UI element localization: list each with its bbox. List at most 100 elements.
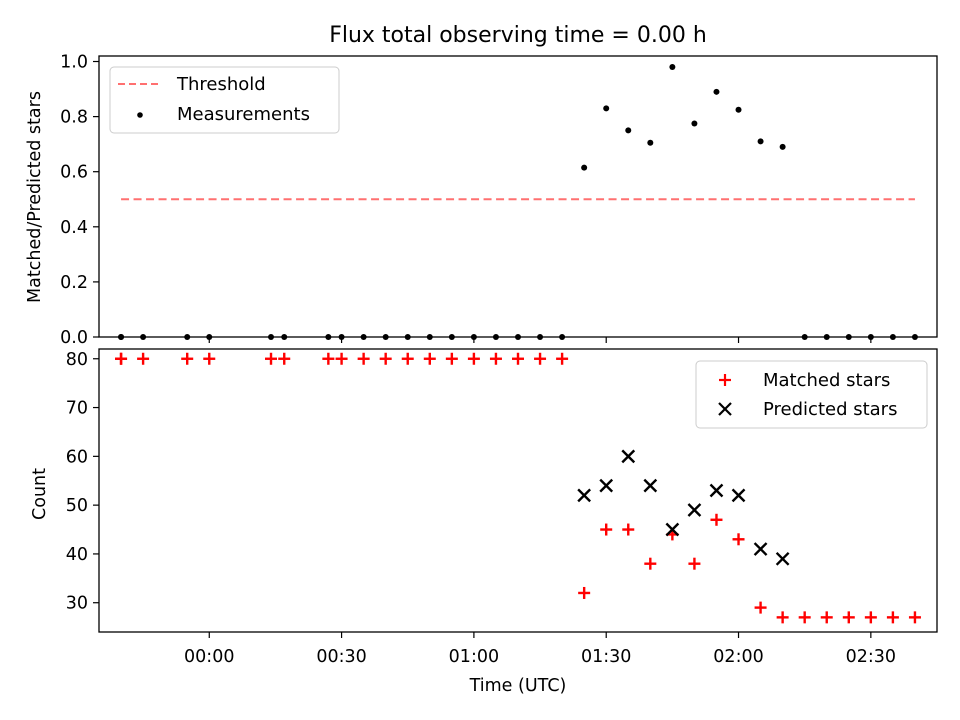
x-tick-label: 02:00 xyxy=(713,647,763,667)
matched-star-point xyxy=(115,352,128,365)
legend-measurements-label: Measurements xyxy=(177,104,310,125)
measurement-point xyxy=(823,334,830,340)
predicted-star-point xyxy=(731,488,746,503)
top-y-axis-ticks: 0.0 0.2 0.4 0.6 0.8 1.0 xyxy=(60,53,99,348)
measurement-point xyxy=(470,334,477,340)
measurement-point xyxy=(515,334,521,340)
matched-star-point xyxy=(335,352,348,365)
predicted-star-point xyxy=(753,542,768,556)
matched-star-point xyxy=(798,611,811,624)
measurement-point xyxy=(713,88,720,95)
measurement-point xyxy=(757,138,764,145)
matched-star-point xyxy=(445,352,458,365)
top-legend: Threshold Measurements xyxy=(109,66,340,134)
measurement-point xyxy=(647,139,654,146)
matched-star-point xyxy=(401,352,414,365)
bottom-y-axis-label: Count xyxy=(30,468,50,520)
matched-star-point xyxy=(622,523,635,536)
bottom-y-tick-label: 40 xyxy=(66,545,88,565)
matched-star-point xyxy=(379,352,392,365)
matched-star-point xyxy=(556,352,569,365)
measurement-point xyxy=(338,334,345,340)
top-y-tick-label: 1.0 xyxy=(60,53,88,73)
measurement-point xyxy=(691,120,698,127)
matched-star-point xyxy=(732,533,745,546)
matched-star-point xyxy=(181,352,194,365)
predicted-star-point xyxy=(577,488,592,503)
measurement-point xyxy=(867,334,874,340)
bottom-y-tick-label: 80 xyxy=(66,350,88,370)
measurement-point xyxy=(426,334,433,340)
measurement-point xyxy=(889,334,896,340)
measurement-point xyxy=(184,334,191,340)
bottom-x-axis-ticks: 00:00 00:30 01:00 01:30 02:00 02:30 xyxy=(184,632,896,667)
top-data-marks xyxy=(118,64,918,340)
matched-star-point xyxy=(467,352,480,365)
measurement-point xyxy=(404,334,411,340)
measurement-point xyxy=(537,334,544,340)
measurement-point xyxy=(268,334,275,340)
measurement-point xyxy=(559,334,566,340)
measurement-point xyxy=(625,127,632,134)
matched-star-point xyxy=(644,557,657,570)
predicted-star-point xyxy=(775,551,790,566)
x-axis-label: Time (UTC) xyxy=(469,676,567,696)
measurement-point xyxy=(801,334,808,340)
measurement-point xyxy=(779,143,786,150)
top-y-tick-label: 0.8 xyxy=(60,108,88,128)
bottom-y-tick-label: 60 xyxy=(66,447,88,467)
top-y-tick-label: 0.0 xyxy=(60,328,88,348)
x-tick-label: 00:30 xyxy=(316,647,366,667)
matched-star-point xyxy=(600,523,613,536)
measurement-point xyxy=(581,164,588,171)
matched-star-point xyxy=(776,611,789,624)
matched-star-point xyxy=(137,352,150,365)
measurement-point xyxy=(325,334,332,340)
bottom-data-marks xyxy=(115,352,921,624)
top-y-tick-label: 0.6 xyxy=(60,163,88,183)
x-tick-label: 02:30 xyxy=(846,647,896,667)
top-y-tick-label: 0.4 xyxy=(60,218,88,238)
predicted-star-point xyxy=(621,449,636,464)
top-y-tick-label: 0.2 xyxy=(60,273,88,293)
legend-measurements-swatch xyxy=(137,112,143,118)
predicted-star-point xyxy=(643,478,658,493)
measurement-point xyxy=(281,334,288,340)
legend-threshold-label: Threshold xyxy=(176,74,266,95)
bottom-legend-box xyxy=(695,360,928,429)
matched-star-point xyxy=(357,352,370,365)
measurement-point xyxy=(360,334,367,340)
measurement-point xyxy=(140,334,147,340)
measurement-point xyxy=(735,106,742,113)
x-tick-label: 01:00 xyxy=(449,647,499,667)
legend-predicted-swatch xyxy=(718,402,732,416)
matched-star-point xyxy=(489,352,502,365)
bottom-y-tick-label: 30 xyxy=(66,594,88,614)
top-panel: 0.0 0.2 0.4 0.6 0.8 1.0 Matched/Predicted sta… xyxy=(25,53,938,348)
measurement-point xyxy=(118,334,125,340)
predicted-star-point xyxy=(709,483,724,498)
top-legend-box xyxy=(109,66,340,134)
chart-title: Flux total observing time = 0.00 h xyxy=(329,23,707,48)
matched-star-point xyxy=(203,352,216,365)
matched-star-point xyxy=(886,611,899,624)
measurement-point xyxy=(448,334,455,340)
matched-star-point xyxy=(278,352,291,365)
matched-star-point xyxy=(688,557,701,570)
legend-matched-swatch xyxy=(719,374,731,386)
bottom-legend: Matched stars Predicted stars xyxy=(695,360,928,429)
legend-predicted-label: Predicted stars xyxy=(763,399,897,420)
top-y-axis-label: Matched/Predicted stars xyxy=(25,91,45,303)
matched-star-point xyxy=(265,352,278,365)
matched-star-point xyxy=(710,513,723,526)
predicted-star-point xyxy=(665,522,680,537)
measurement-point xyxy=(911,334,918,340)
measurement-point xyxy=(845,334,852,340)
matched-star-point xyxy=(512,352,524,365)
matched-star-point xyxy=(864,611,877,624)
bottom-y-tick-label: 70 xyxy=(66,399,88,419)
measurement-point xyxy=(492,334,499,340)
matched-star-point xyxy=(842,611,855,624)
predicted-star-point xyxy=(599,478,614,493)
bottom-panel: 30 40 50 60 70 80 00:00 00:30 01:00 01:30 02:00 02… xyxy=(30,348,938,696)
